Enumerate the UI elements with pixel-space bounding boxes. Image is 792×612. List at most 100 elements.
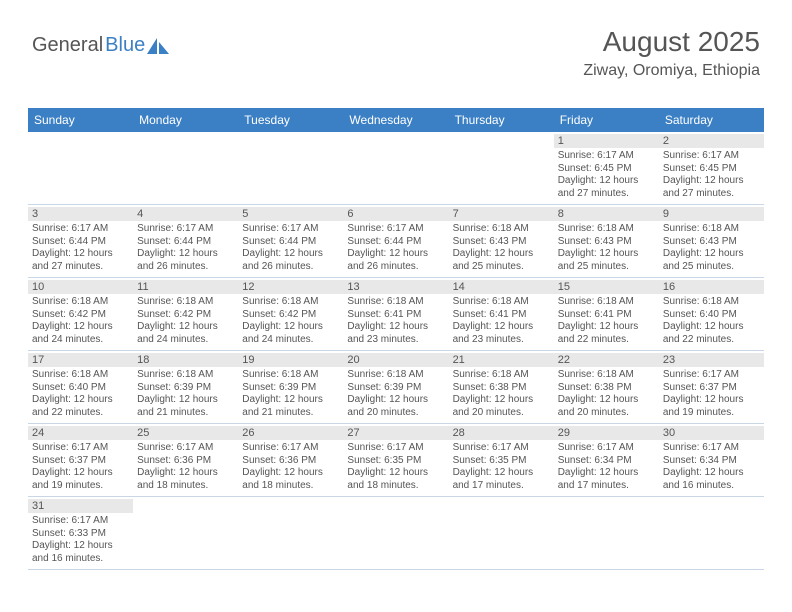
day-cell: 19Sunrise: 6:18 AMSunset: 6:39 PMDayligh…	[238, 351, 343, 423]
sunset-text: Sunset: 6:34 PM	[663, 455, 760, 468]
sunset-text: Sunset: 6:42 PM	[32, 309, 129, 322]
day1-text: Daylight: 12 hours	[32, 467, 129, 480]
day1-text: Daylight: 12 hours	[663, 394, 760, 407]
day-header: Wednesday	[343, 108, 448, 132]
day-cell: 23Sunrise: 6:17 AMSunset: 6:37 PMDayligh…	[659, 351, 764, 423]
sunrise-text: Sunrise: 6:17 AM	[558, 442, 655, 455]
day1-text: Daylight: 12 hours	[453, 394, 550, 407]
empty-cell	[28, 132, 133, 204]
day-number: 30	[659, 426, 764, 440]
day-number: 21	[449, 353, 554, 367]
empty-cell	[449, 497, 554, 569]
logo-text-blue: Blue	[105, 34, 145, 57]
day1-text: Daylight: 12 hours	[242, 248, 339, 261]
sunrise-text: Sunrise: 6:17 AM	[32, 223, 129, 236]
day1-text: Daylight: 12 hours	[558, 248, 655, 261]
week-row: 1Sunrise: 6:17 AMSunset: 6:45 PMDaylight…	[28, 132, 764, 205]
sunrise-text: Sunrise: 6:17 AM	[137, 223, 234, 236]
day1-text: Daylight: 12 hours	[558, 321, 655, 334]
day-cell: 10Sunrise: 6:18 AMSunset: 6:42 PMDayligh…	[28, 278, 133, 350]
day2-text: and 16 minutes.	[663, 480, 760, 493]
sunset-text: Sunset: 6:33 PM	[32, 528, 129, 541]
day-cell: 7Sunrise: 6:18 AMSunset: 6:43 PMDaylight…	[449, 205, 554, 277]
sunset-text: Sunset: 6:35 PM	[347, 455, 444, 468]
day-number: 20	[343, 353, 448, 367]
sunrise-text: Sunrise: 6:18 AM	[558, 296, 655, 309]
sunrise-text: Sunrise: 6:18 AM	[347, 369, 444, 382]
day-number: 8	[554, 207, 659, 221]
day-header: Thursday	[449, 108, 554, 132]
sunset-text: Sunset: 6:36 PM	[242, 455, 339, 468]
day-cell: 22Sunrise: 6:18 AMSunset: 6:38 PMDayligh…	[554, 351, 659, 423]
sunset-text: Sunset: 6:44 PM	[32, 236, 129, 249]
sunrise-text: Sunrise: 6:17 AM	[242, 223, 339, 236]
sunrise-text: Sunrise: 6:17 AM	[558, 150, 655, 163]
day-cell: 26Sunrise: 6:17 AMSunset: 6:36 PMDayligh…	[238, 424, 343, 496]
day-header: Friday	[554, 108, 659, 132]
day-cell: 16Sunrise: 6:18 AMSunset: 6:40 PMDayligh…	[659, 278, 764, 350]
day2-text: and 20 minutes.	[347, 407, 444, 420]
day1-text: Daylight: 12 hours	[347, 467, 444, 480]
sunrise-text: Sunrise: 6:17 AM	[32, 515, 129, 528]
week-row: 17Sunrise: 6:18 AMSunset: 6:40 PMDayligh…	[28, 351, 764, 424]
day2-text: and 23 minutes.	[453, 334, 550, 347]
sunset-text: Sunset: 6:45 PM	[663, 163, 760, 176]
day1-text: Daylight: 12 hours	[663, 175, 760, 188]
sunset-text: Sunset: 6:38 PM	[453, 382, 550, 395]
sunset-text: Sunset: 6:44 PM	[347, 236, 444, 249]
day2-text: and 24 minutes.	[137, 334, 234, 347]
day1-text: Daylight: 12 hours	[137, 394, 234, 407]
day-cell: 3Sunrise: 6:17 AMSunset: 6:44 PMDaylight…	[28, 205, 133, 277]
day1-text: Daylight: 12 hours	[663, 321, 760, 334]
day-cell: 17Sunrise: 6:18 AMSunset: 6:40 PMDayligh…	[28, 351, 133, 423]
day-number: 10	[28, 280, 133, 294]
location-subtitle: Ziway, Oromiya, Ethiopia	[583, 62, 760, 80]
day-number: 6	[343, 207, 448, 221]
logo-sail-icon	[147, 38, 171, 54]
day-number: 1	[554, 134, 659, 148]
day-header: Saturday	[659, 108, 764, 132]
sunrise-text: Sunrise: 6:17 AM	[32, 442, 129, 455]
day-number: 17	[28, 353, 133, 367]
sunrise-text: Sunrise: 6:18 AM	[32, 369, 129, 382]
day1-text: Daylight: 12 hours	[453, 321, 550, 334]
sunrise-text: Sunrise: 6:18 AM	[453, 296, 550, 309]
day2-text: and 27 minutes.	[32, 261, 129, 274]
sunrise-text: Sunrise: 6:17 AM	[663, 369, 760, 382]
day-number: 13	[343, 280, 448, 294]
empty-cell	[238, 497, 343, 569]
day2-text: and 27 minutes.	[663, 188, 760, 201]
day1-text: Daylight: 12 hours	[242, 321, 339, 334]
day-header: Monday	[133, 108, 238, 132]
day-cell: 8Sunrise: 6:18 AMSunset: 6:43 PMDaylight…	[554, 205, 659, 277]
day1-text: Daylight: 12 hours	[347, 321, 444, 334]
sunset-text: Sunset: 6:38 PM	[558, 382, 655, 395]
header: August 2025 Ziway, Oromiya, Ethiopia	[583, 26, 760, 80]
day1-text: Daylight: 12 hours	[347, 394, 444, 407]
sunset-text: Sunset: 6:42 PM	[242, 309, 339, 322]
day1-text: Daylight: 12 hours	[242, 394, 339, 407]
page-title: August 2025	[583, 26, 760, 58]
empty-cell	[343, 497, 448, 569]
sunrise-text: Sunrise: 6:17 AM	[663, 442, 760, 455]
week-row: 10Sunrise: 6:18 AMSunset: 6:42 PMDayligh…	[28, 278, 764, 351]
day2-text: and 18 minutes.	[347, 480, 444, 493]
day-cell: 5Sunrise: 6:17 AMSunset: 6:44 PMDaylight…	[238, 205, 343, 277]
sunset-text: Sunset: 6:40 PM	[32, 382, 129, 395]
empty-cell	[133, 497, 238, 569]
day2-text: and 23 minutes.	[347, 334, 444, 347]
empty-cell	[449, 132, 554, 204]
day1-text: Daylight: 12 hours	[663, 467, 760, 480]
day-number: 16	[659, 280, 764, 294]
sunrise-text: Sunrise: 6:18 AM	[32, 296, 129, 309]
sunset-text: Sunset: 6:37 PM	[663, 382, 760, 395]
day-header: Sunday	[28, 108, 133, 132]
day-cell: 12Sunrise: 6:18 AMSunset: 6:42 PMDayligh…	[238, 278, 343, 350]
sunrise-text: Sunrise: 6:18 AM	[663, 296, 760, 309]
day2-text: and 22 minutes.	[558, 334, 655, 347]
sunrise-text: Sunrise: 6:18 AM	[347, 296, 444, 309]
sunrise-text: Sunrise: 6:17 AM	[663, 150, 760, 163]
sunset-text: Sunset: 6:41 PM	[453, 309, 550, 322]
day2-text: and 24 minutes.	[32, 334, 129, 347]
sunset-text: Sunset: 6:44 PM	[137, 236, 234, 249]
